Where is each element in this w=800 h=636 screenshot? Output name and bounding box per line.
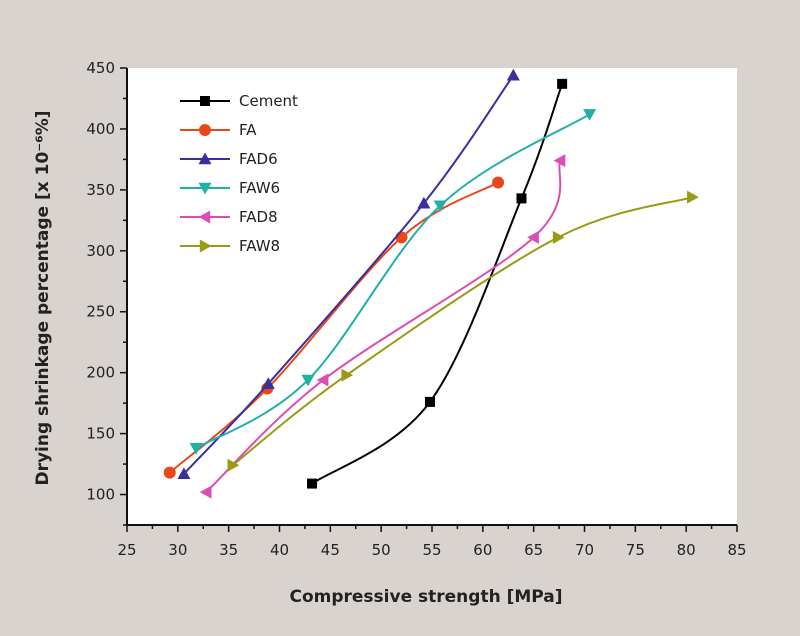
legend-label: FAD6 bbox=[239, 150, 278, 168]
x-tick-label: 50 bbox=[372, 541, 391, 559]
marker-square bbox=[307, 478, 318, 489]
x-tick-label: 45 bbox=[321, 541, 340, 559]
legend-label: FAD8 bbox=[239, 208, 278, 226]
x-tick-label: 35 bbox=[219, 541, 238, 559]
legend-label: Cement bbox=[239, 92, 298, 110]
marker-triangle-left bbox=[553, 154, 566, 168]
series-line-faw8 bbox=[232, 196, 693, 467]
marker-square bbox=[516, 193, 527, 204]
y-tick-label: 450 bbox=[86, 59, 115, 77]
legend-label: FAW6 bbox=[239, 179, 280, 197]
marker-square bbox=[424, 396, 435, 407]
y-axis-label: Drying shrinkage percentage [x 10⁻⁶%] bbox=[33, 110, 53, 485]
x-tick-label: 80 bbox=[677, 541, 696, 559]
marker-square bbox=[200, 96, 210, 106]
marker-triangle-left bbox=[198, 210, 211, 224]
marker-triangle-up bbox=[417, 196, 431, 209]
y-tick-label: 300 bbox=[86, 242, 115, 260]
marker-circle bbox=[199, 124, 211, 136]
marker-triangle-left bbox=[527, 230, 539, 244]
x-tick-label: 75 bbox=[626, 541, 645, 559]
series-line-fad6 bbox=[183, 74, 515, 475]
series-line-fa bbox=[169, 181, 499, 474]
marker-triangle-left bbox=[316, 373, 329, 387]
marker-circle bbox=[163, 466, 176, 479]
x-tick-label: 85 bbox=[727, 541, 746, 559]
marker-triangle-down bbox=[301, 374, 315, 387]
x-tick-label: 25 bbox=[117, 541, 136, 559]
marker-triangle-up bbox=[506, 68, 520, 81]
marker-triangle-right bbox=[199, 239, 212, 253]
marker-triangle-down bbox=[583, 109, 597, 121]
marker-triangle-down bbox=[189, 443, 203, 455]
x-tick-label: 40 bbox=[270, 541, 289, 559]
marker-triangle-left bbox=[199, 485, 212, 499]
marker-triangle-up bbox=[198, 152, 212, 165]
series-line-cement bbox=[311, 83, 564, 485]
y-tick-label: 350 bbox=[86, 181, 115, 199]
marker-triangle-right bbox=[552, 230, 565, 244]
series-line-fad8 bbox=[205, 160, 562, 493]
y-tick-label: 200 bbox=[86, 364, 115, 382]
legend-label: FAW8 bbox=[239, 237, 280, 255]
marker-triangle-right bbox=[687, 190, 699, 204]
marker-triangle-down bbox=[433, 200, 447, 213]
y-tick-label: 250 bbox=[86, 303, 115, 321]
x-tick-label: 55 bbox=[422, 541, 441, 559]
marker-triangle-up bbox=[177, 467, 191, 480]
marker-square bbox=[557, 78, 568, 89]
y-tick-label: 150 bbox=[86, 425, 115, 443]
marker-triangle-right bbox=[341, 368, 354, 382]
x-axis-label: Compressive strength [MPa] bbox=[289, 587, 562, 607]
y-tick-label: 400 bbox=[86, 120, 115, 138]
plot-area bbox=[127, 68, 737, 525]
marker-triangle-up bbox=[261, 377, 275, 389]
marker-circle bbox=[492, 176, 505, 189]
x-tick-label: 70 bbox=[575, 541, 594, 559]
x-tick-label: 60 bbox=[473, 541, 492, 559]
x-tick-label: 30 bbox=[168, 541, 187, 559]
series-line-faw6 bbox=[195, 113, 591, 450]
marker-triangle-down bbox=[198, 182, 212, 195]
marker-circle bbox=[395, 231, 408, 244]
marker-triangle-right bbox=[227, 458, 240, 472]
y-tick-label: 100 bbox=[86, 486, 115, 504]
x-tick-label: 65 bbox=[524, 541, 543, 559]
legend-label: FA bbox=[239, 121, 257, 139]
